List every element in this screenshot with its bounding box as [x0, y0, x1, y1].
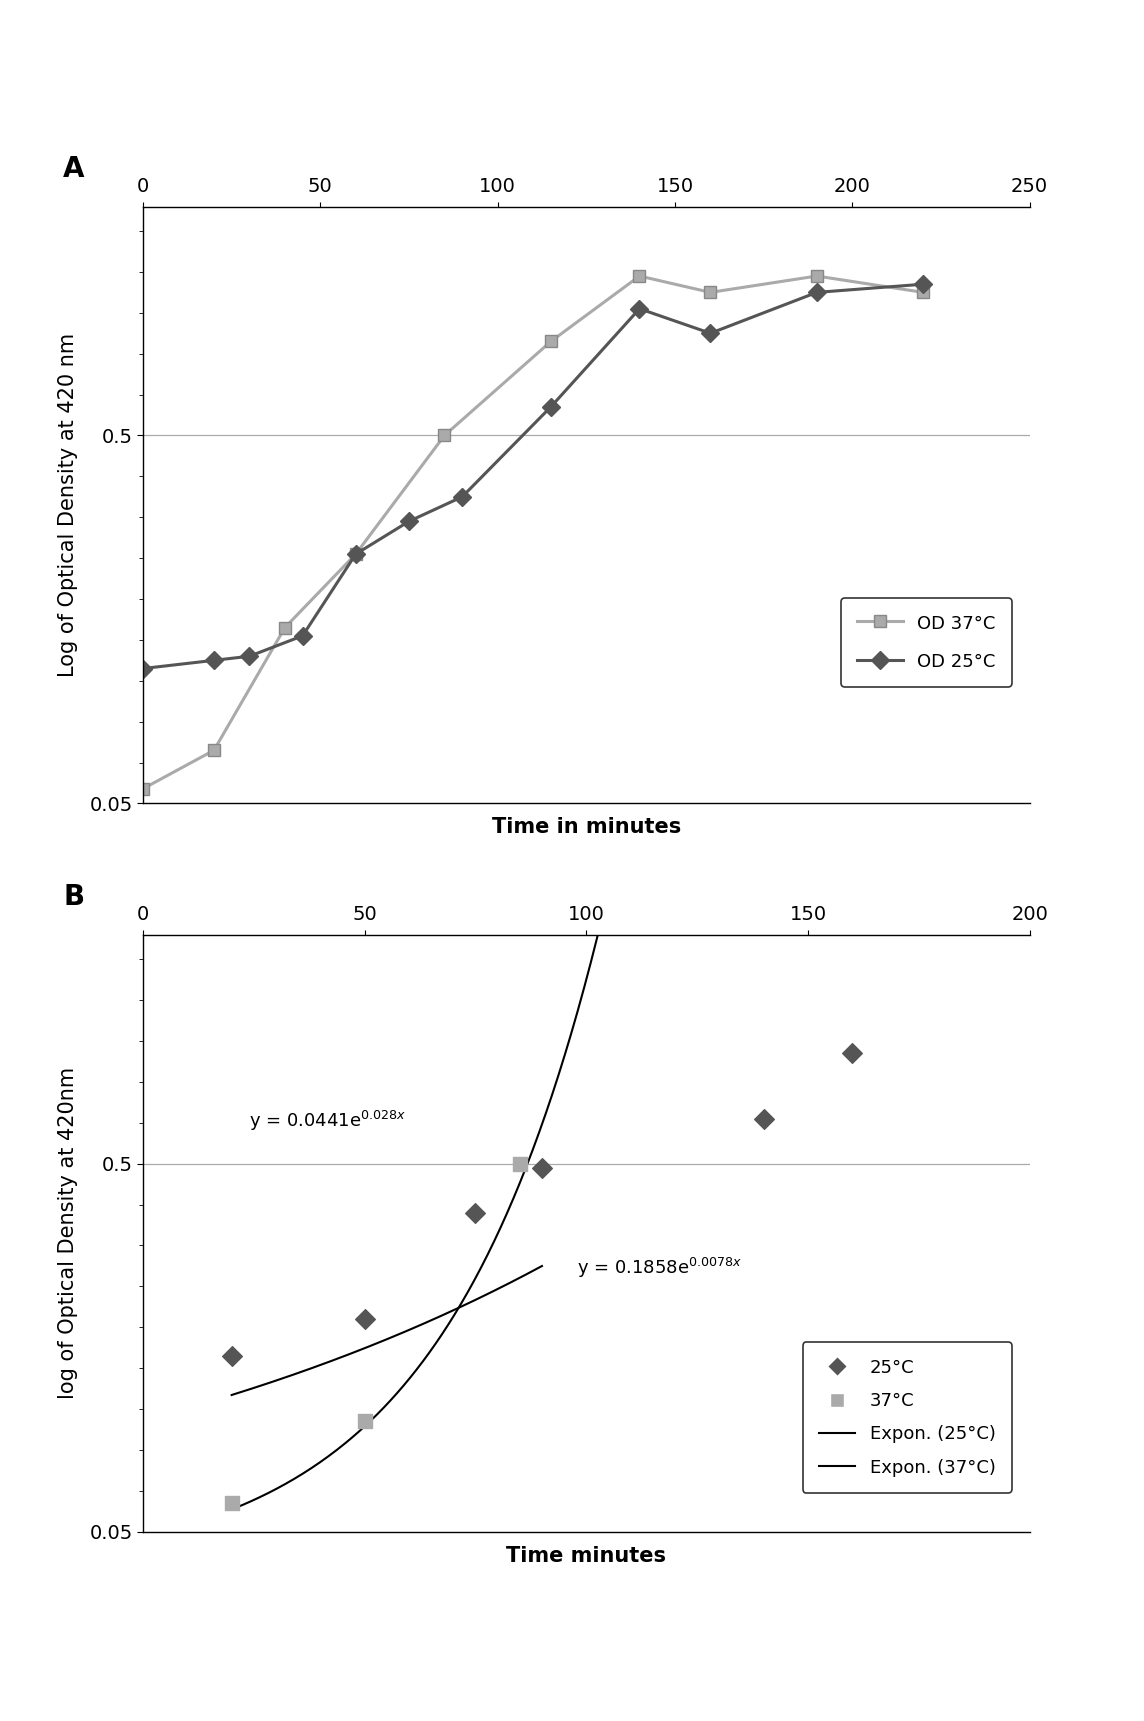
OD 37°C [916, 282, 930, 303]
OD 37°C [278, 618, 292, 638]
OD 25°C [349, 544, 363, 564]
Text: A: A [63, 155, 85, 182]
Legend: OD 37°C, OD 25°C: OD 37°C, OD 25°C [841, 599, 1011, 687]
37°C [222, 1489, 241, 1516]
OD 37°C [810, 265, 824, 286]
OD 25°C [545, 396, 558, 416]
OD 25°C [207, 651, 221, 671]
OD 37°C [704, 282, 717, 303]
Expon. (25°C) [227, 1499, 240, 1520]
Expon. (25°C) [607, 854, 621, 874]
Expon. (25°C) [224, 1499, 239, 1520]
25°C [533, 1155, 551, 1182]
Line: OD 37°C: OD 37°C [137, 270, 929, 795]
37°C [356, 1408, 374, 1435]
25°C [843, 1039, 861, 1067]
Expon. (25°C) [618, 805, 631, 826]
OD 25°C [243, 645, 256, 666]
Expon. (37°C) [506, 1272, 519, 1292]
Text: y = 0.0441e$^{0.028x}$: y = 0.0441e$^{0.028x}$ [249, 1108, 406, 1132]
OD 37°C [207, 740, 221, 761]
OD 37°C [349, 544, 363, 564]
Legend: 25°C, 37°C, Expon. (25°C), Expon. (37°C): 25°C, 37°C, Expon. (25°C), Expon. (37°C) [803, 1342, 1011, 1492]
Y-axis label: Log of Optical Density at 420 nm: Log of Optical Density at 420 nm [58, 332, 78, 676]
37°C [510, 1150, 529, 1177]
25°C [467, 1200, 485, 1227]
Expon. (37°C) [486, 1280, 500, 1301]
Expon. (37°C) [415, 1315, 429, 1335]
OD 25°C [810, 282, 824, 303]
Y-axis label: log of Optical Density at 420nm: log of Optical Density at 420nm [58, 1067, 78, 1399]
OD 25°C [633, 298, 646, 318]
Text: B: B [63, 883, 85, 910]
25°C [755, 1105, 773, 1132]
OD 37°C [136, 778, 150, 799]
25°C [356, 1305, 374, 1332]
X-axis label: Time minutes: Time minutes [507, 1545, 666, 1566]
Expon. (37°C) [410, 1317, 423, 1337]
Expon. (37°C) [535, 1256, 549, 1277]
Line: OD 25°C: OD 25°C [137, 279, 929, 675]
25°C [222, 1342, 241, 1370]
Expon. (37°C) [224, 1385, 239, 1406]
OD 25°C [295, 625, 309, 645]
OD 25°C [916, 274, 930, 294]
OD 25°C [455, 487, 469, 508]
X-axis label: Time in minutes: Time in minutes [492, 817, 681, 838]
Line: Expon. (37°C): Expon. (37°C) [231, 1267, 542, 1396]
Expon. (37°C) [225, 1384, 239, 1404]
Expon. (25°C) [605, 864, 619, 885]
OD 25°C [136, 657, 150, 678]
Text: y = 0.1858e$^{0.0078x}$: y = 0.1858e$^{0.0078x}$ [578, 1256, 742, 1280]
Line: Expon. (25°C): Expon. (25°C) [231, 0, 874, 1509]
OD 25°C [704, 324, 717, 344]
OD 37°C [545, 330, 558, 351]
OD 37°C [438, 425, 452, 446]
OD 37°C [633, 265, 646, 286]
OD 25°C [403, 511, 416, 532]
Expon. (37°C) [408, 1317, 422, 1337]
